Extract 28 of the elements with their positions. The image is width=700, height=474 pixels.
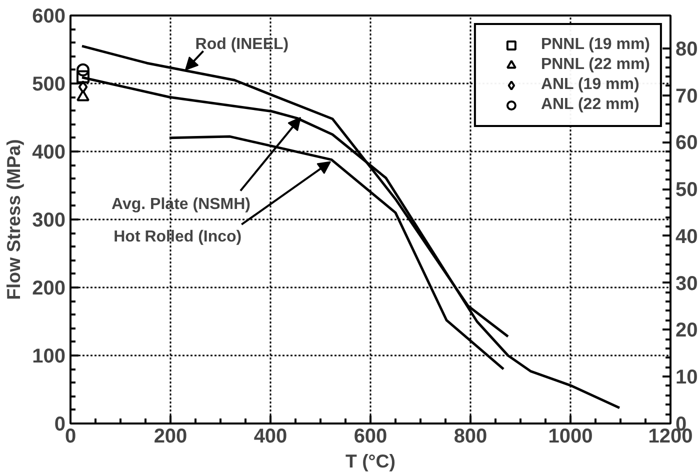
y2-tick-label: 10 (676, 366, 698, 389)
y2-tick-label: 70 (676, 85, 698, 108)
y-tick-label: 300 (32, 210, 66, 232)
y-tick-label: 600 (32, 6, 66, 28)
y-tick-label: 400 (32, 142, 66, 164)
x-tick-label: 400 (254, 426, 288, 448)
y-tick-label: 100 (32, 346, 66, 368)
legend-label: PNNL (22 mm) (540, 56, 650, 74)
annotation: Avg. Plate (NSMH) (112, 196, 251, 214)
legend-label: ANL (22 mm) (540, 96, 640, 114)
annotation: Hot Rolled (Inco) (114, 228, 242, 246)
annotation: Rod (INEEL) (195, 36, 289, 54)
y2-tick-label: 80 (676, 38, 698, 60)
y2-tick-label: 60 (676, 132, 698, 154)
x-tick-label: 200 (154, 426, 188, 448)
x-axis-title: T (°C) (346, 450, 396, 472)
legend-label: ANL (19 mm) (540, 76, 640, 94)
x-tick-label: 1000 (548, 426, 593, 448)
y-axis-title: Flow Stress (MPa) (3, 139, 24, 300)
x-tick-label: 800 (454, 426, 488, 448)
y2-tick-label: 20 (676, 320, 698, 342)
x-tick-label: 600 (354, 426, 388, 448)
y-tick-label: 200 (32, 278, 66, 300)
y2-tick-label: 40 (676, 226, 698, 248)
y-tick-label: 500 (32, 74, 66, 96)
y2-tick-label: 30 (676, 272, 698, 295)
legend-label: PNNL (19 mm) (540, 36, 650, 54)
y2-tick-label: 50 (676, 179, 698, 202)
